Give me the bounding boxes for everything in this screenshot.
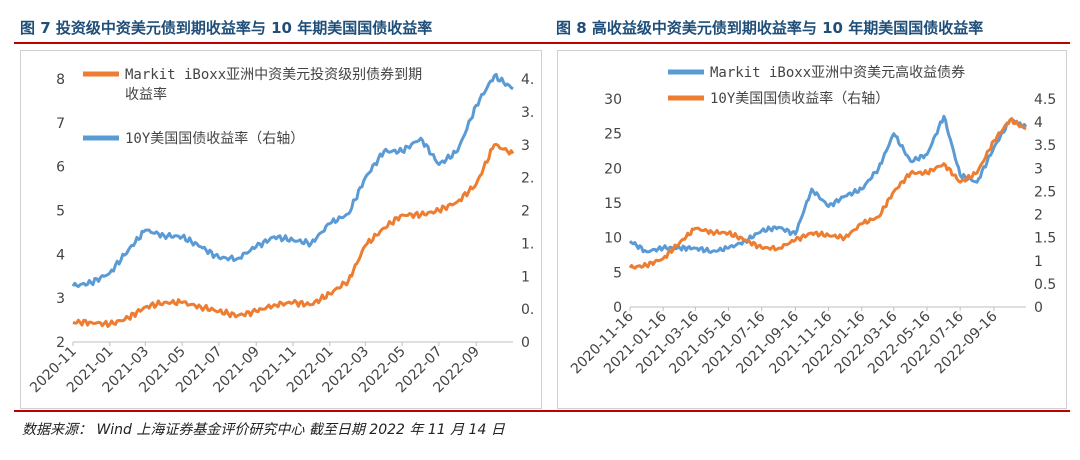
series-line-1 xyxy=(72,142,515,328)
y-left-tick-label: 4 xyxy=(56,247,65,263)
left-chart-title: 图 7 投资级中资美元债到期收益率与 10 年期美国国债收益率 xyxy=(20,19,433,37)
y-left-tick-label: 3 xyxy=(56,291,65,307)
y-left-tick-label: 5 xyxy=(613,265,622,281)
y-right-tick-label: 4 xyxy=(1034,115,1043,131)
y-right-tick-label: 2 xyxy=(1034,208,1043,224)
legend-label-2: 10Y美国国债收益率（右轴） xyxy=(125,130,304,147)
right-chart-title: 图 8 高收益级中资美元债到期收益率与 10 年期美国国债收益率 xyxy=(556,19,984,37)
y-right-tick-label: 3 xyxy=(521,138,530,154)
y-right-tick-label: 1. xyxy=(521,236,534,252)
y-left-tick-label: 2 xyxy=(56,335,65,351)
series-line-1 xyxy=(628,114,1028,254)
bottom-divider xyxy=(14,410,1070,412)
y-right-tick-label: 0 xyxy=(521,335,530,351)
y-right-tick-label: 2 xyxy=(521,204,530,220)
top-divider xyxy=(14,42,1070,44)
right-chart: 05101520253000.511.522.533.544.52020-11-… xyxy=(568,64,1056,377)
y-right-tick-label: 2. xyxy=(521,171,534,187)
y-right-tick-label: 1 xyxy=(521,269,530,285)
y-left-tick-label: 25 xyxy=(604,127,622,143)
y-left-tick-label: 20 xyxy=(604,161,622,177)
y-left-tick-label: 7 xyxy=(56,116,65,132)
legend-label-2: 10Y美国国债收益率（右轴） xyxy=(710,90,889,107)
y-right-tick-label: 3.5 xyxy=(1034,138,1056,154)
series-line-2 xyxy=(628,117,1027,270)
legend-label-1: Markit iBoxx亚洲中资美元高收益债券 xyxy=(710,64,965,81)
y-right-tick-label: 3 xyxy=(1034,161,1043,177)
left-chart-frame: 2 3 4 5 6 7 8 0 0. 1 1. 2 2. 3 3. 4. 2020-11 2021-01 2021-… xyxy=(20,50,542,409)
y-left-tick-label: 0 xyxy=(613,300,622,316)
y-left-tick-label: 8 xyxy=(56,72,65,88)
y-left-tick-label: 5 xyxy=(56,204,65,220)
y-right-tick-label: 0.5 xyxy=(1034,277,1056,293)
series-line-2 xyxy=(71,72,514,288)
y-left-tick-label: 10 xyxy=(604,231,622,247)
left-chart: 234567800.11.22.33.4.2020-112021-012021-… xyxy=(27,67,534,396)
y-right-tick-label: 4.5 xyxy=(1034,92,1056,108)
source-note: 数据来源： Wind 上海证券基金评价研究中心 截至日期 2022 年 11 月… xyxy=(22,422,505,438)
legend-label-1: Markit iBoxx亚洲中资美元投资级别债券到期 xyxy=(125,67,422,83)
y-right-tick-label: 0 xyxy=(1034,300,1043,316)
y-right-tick-label: 3. xyxy=(521,105,534,121)
y-right-tick-label: 1.5 xyxy=(1034,231,1056,247)
y-left-tick-label: 6 xyxy=(56,160,65,176)
y-left-tick-label: 15 xyxy=(604,196,622,212)
legend-label-1: 收益率 xyxy=(125,86,167,103)
y-right-tick-label: 4. xyxy=(521,72,534,88)
y-right-tick-label: 1 xyxy=(1034,254,1043,270)
y-right-tick-label: 0. xyxy=(521,302,534,318)
y-left-tick-label: 30 xyxy=(604,92,622,108)
y-right-tick-label: 2.5 xyxy=(1034,184,1056,200)
right-chart-frame: 0 5 10 15 20 25 30 0 0.5 1 1.5 2 2.5 3 3.5 4 4.5 2020-11-… xyxy=(557,50,1067,409)
